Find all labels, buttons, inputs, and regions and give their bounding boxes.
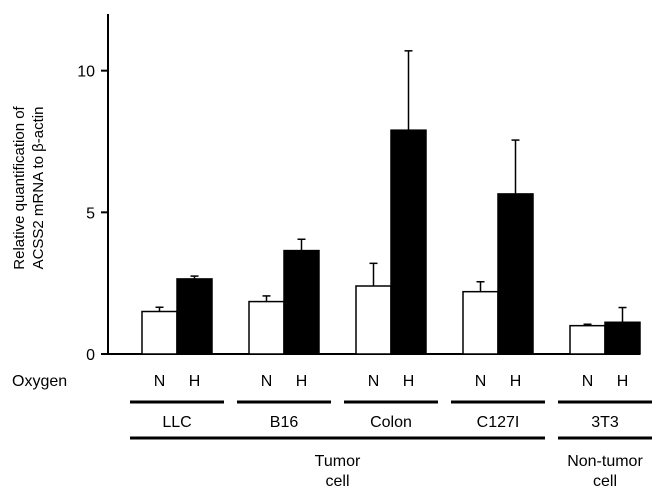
y-axis-label: Relative quantification of ACSS2 mRNA to … — [11, 105, 47, 269]
bar-3T3-H — [604, 321, 641, 355]
bar-B16-N — [248, 300, 285, 355]
condition-label: N — [261, 373, 273, 390]
category-label: cell — [593, 473, 617, 490]
y-tick-label: 5 — [86, 205, 95, 222]
condition-label: N — [154, 373, 166, 390]
y-tick-label: 10 — [77, 64, 95, 81]
condition-label: H — [189, 373, 201, 390]
group-label: B16 — [270, 414, 299, 431]
oxygen-label: Oxygen — [12, 373, 67, 390]
bar-3T3-N — [569, 324, 606, 355]
bar-LLC-N — [141, 310, 178, 355]
x-labels: Oxygen N H LLC N H B16 N H Colon N H C127I N H 3T3 Tumor… — [12, 373, 652, 490]
group-label: Colon — [370, 414, 412, 431]
condition-label: N — [582, 373, 594, 390]
condition-label: H — [510, 373, 522, 390]
group-label: 3T3 — [591, 414, 619, 431]
category-label: Non-tumor — [567, 453, 643, 470]
bar-LLC-H — [176, 278, 213, 355]
category-label: cell — [325, 473, 349, 490]
y-ticks: 0 5 10 — [77, 64, 108, 364]
condition-label: H — [617, 373, 629, 390]
y-axis-title-line: Relative quantification of — [11, 105, 28, 269]
condition-label: H — [403, 373, 415, 390]
y-axis-title: Relative quantification of ACSS2 mRNA to … — [11, 105, 47, 269]
y-tick-label: 0 — [86, 347, 95, 364]
group-label: LLC — [162, 414, 191, 431]
condition-label: H — [296, 373, 308, 390]
bar-B16-H — [283, 249, 320, 355]
condition-label: N — [368, 373, 380, 390]
bar-Colon-H — [390, 129, 427, 355]
group-label: C127I — [477, 414, 520, 431]
category-label: Tumor — [315, 453, 361, 470]
y-axis-title-line: ACSS2 mRNA to β-actin — [30, 107, 47, 270]
bars — [141, 50, 641, 355]
bar-C127I-H — [497, 193, 534, 355]
condition-label: N — [475, 373, 487, 390]
bar-C127I-N — [462, 290, 499, 355]
bar-Colon-N — [355, 285, 392, 355]
